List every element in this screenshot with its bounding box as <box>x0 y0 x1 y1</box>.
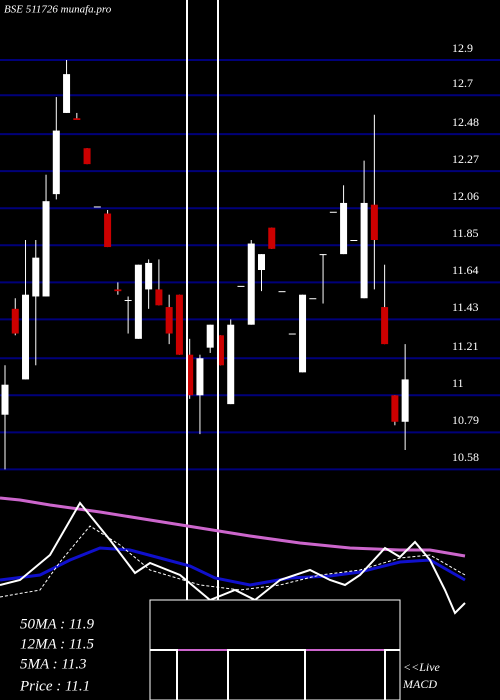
price-line <box>0 501 466 615</box>
candles <box>1 60 409 470</box>
candle-body <box>268 227 276 249</box>
candle-body <box>340 202 348 255</box>
candle-body <box>134 264 142 339</box>
candle-body <box>309 298 317 300</box>
y-tick-label: 11.64 <box>452 263 479 277</box>
y-tick-label: 11.85 <box>452 226 479 240</box>
candle-body <box>381 307 389 345</box>
candle-body <box>350 240 358 241</box>
candle-body <box>391 395 399 422</box>
candle-body <box>288 333 296 335</box>
candle-body <box>1 384 9 415</box>
candle-body <box>227 324 235 405</box>
y-tick-label: 11.21 <box>452 339 479 353</box>
candle-body <box>63 74 71 113</box>
candle-body <box>11 308 19 334</box>
ma5-line <box>0 525 466 598</box>
candle-body <box>165 307 173 334</box>
candle-body <box>175 294 183 355</box>
candle-body <box>42 201 50 297</box>
candle-body <box>216 335 224 366</box>
legend-text: 12MA : 11.5 <box>20 636 95 652</box>
candle-body <box>124 300 132 301</box>
legend-text: Price : 11.1 <box>19 678 90 694</box>
candle-body <box>73 118 81 120</box>
y-tick-label: 12.7 <box>452 76 473 90</box>
candle-body <box>52 130 60 195</box>
macd-label: MACD <box>402 677 437 691</box>
candle-body <box>258 254 265 270</box>
ma12-line <box>0 546 466 587</box>
candle-body <box>278 291 286 293</box>
candle-body <box>299 294 307 373</box>
candle-body <box>247 243 255 325</box>
candle-body <box>319 254 327 256</box>
candle-body <box>32 257 40 297</box>
candle-body <box>186 354 194 396</box>
legend-text: 50MA : 11.9 <box>20 616 95 632</box>
candle-body <box>93 206 101 208</box>
candle-body <box>360 202 368 299</box>
candle-body <box>401 379 409 422</box>
chart-title: BSE 511726 munafa.pro <box>4 4 112 16</box>
y-tick-label: 11 <box>452 376 464 390</box>
macd-line <box>150 649 400 700</box>
candle-body <box>196 358 204 396</box>
y-tick-label: 10.79 <box>452 413 479 427</box>
y-tick-label: 11.43 <box>452 300 479 314</box>
candle-body <box>104 213 112 248</box>
y-tick-label: 12.48 <box>452 115 479 129</box>
candle-body <box>370 204 378 240</box>
candle-body <box>22 294 30 380</box>
y-tick-label: 12.06 <box>452 189 479 203</box>
candle-body <box>155 289 163 306</box>
candle-body <box>206 324 214 348</box>
candle-body <box>329 211 337 213</box>
candle-body <box>237 285 245 287</box>
legend-text: 5MA : 11.3 <box>20 656 87 672</box>
candle-body <box>83 148 91 165</box>
live-label: <<Live <box>403 660 441 674</box>
candle-body <box>114 289 122 292</box>
candle-body <box>145 262 153 290</box>
ma50-line <box>0 496 466 558</box>
y-tick-label: 12.9 <box>452 41 473 55</box>
y-tick-label: 12.27 <box>452 152 479 166</box>
y-tick-label: 10.58 <box>452 450 479 464</box>
